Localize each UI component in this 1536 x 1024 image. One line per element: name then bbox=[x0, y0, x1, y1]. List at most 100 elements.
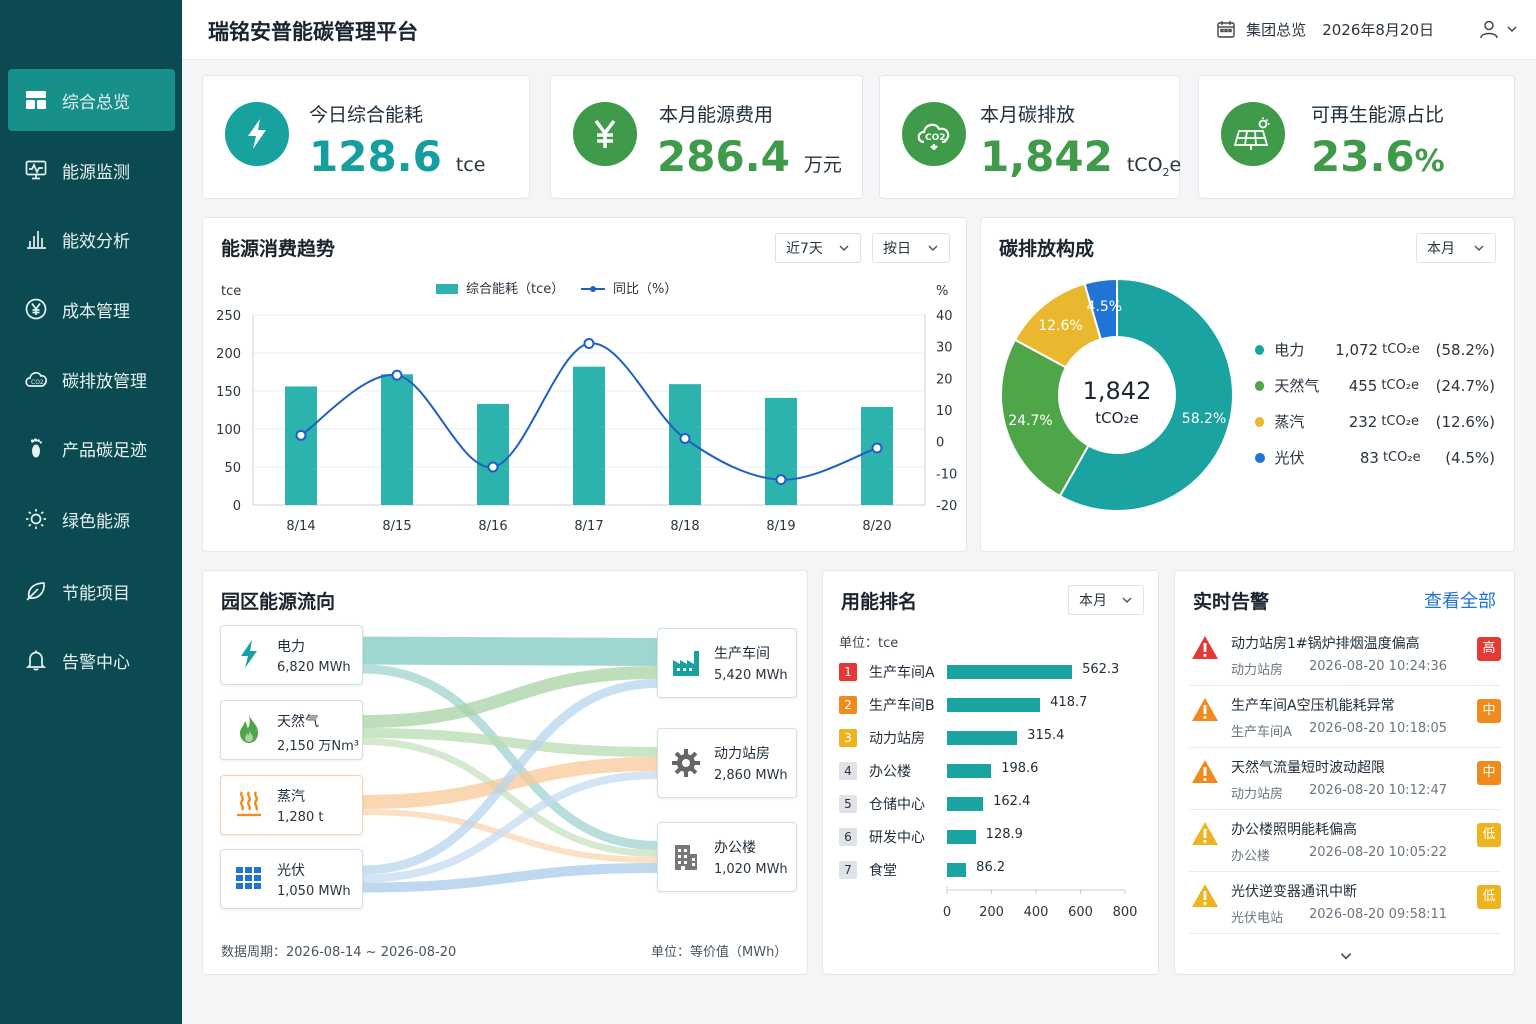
sidebar-item-label: 能源监测 bbox=[62, 162, 130, 183]
yoy-point[interactable] bbox=[295, 429, 307, 441]
flow-source-node[interactable]: 蒸汽 1,280 t bbox=[220, 775, 363, 835]
rank-bar bbox=[947, 665, 1073, 679]
sidebar-item-co2-cloud[interactable]: CO2 碳排放管理 bbox=[8, 348, 175, 410]
ranking-row[interactable]: 2 生产车间B 418.7 bbox=[839, 694, 1139, 716]
rank-value: 128.9 bbox=[985, 827, 1023, 842]
alert-time: 2026-08-20 10:24:36 bbox=[1309, 659, 1448, 674]
alert-item[interactable]: 天然气流量短时波动超限 动力站房 2026-08-20 10:12:47 中 bbox=[1189, 749, 1501, 810]
yoy-point[interactable] bbox=[775, 474, 787, 486]
period-select[interactable]: 本月 bbox=[1416, 233, 1496, 263]
flow-source-node[interactable]: 光伏 1,050 MWh bbox=[220, 849, 363, 909]
sidebar-item-sun[interactable]: 绿色能源 bbox=[8, 488, 175, 550]
legend-name: 蒸汽 bbox=[1274, 413, 1305, 431]
expand-chevron-icon[interactable] bbox=[1339, 949, 1353, 963]
yoy-point[interactable] bbox=[871, 442, 883, 454]
alert-item[interactable]: 光伏逆变器通讯中断 光伏电站 2026-08-20 09:58:11 低 bbox=[1189, 873, 1501, 934]
yoy-point[interactable] bbox=[679, 433, 691, 444]
ranking-row[interactable]: 1 生产车间A 562.3 bbox=[839, 661, 1139, 683]
calendar-icon[interactable] bbox=[1216, 19, 1236, 39]
yoy-point[interactable] bbox=[391, 369, 403, 381]
ranking-row[interactable]: 5 仓储中心 162.4 bbox=[839, 793, 1139, 815]
sidebar-item-label: 绿色能源 bbox=[62, 511, 130, 532]
trend-bar[interactable] bbox=[285, 386, 317, 505]
sidebar-item-bar-chart[interactable]: 能效分析 bbox=[8, 208, 175, 270]
leaf-icon bbox=[24, 579, 48, 603]
yoy-point[interactable] bbox=[583, 338, 595, 349]
ranking-row[interactable]: 6 研发中心 128.9 bbox=[839, 826, 1139, 848]
alert-item[interactable]: 生产车间A空压机能耗异常 生产车间A 2026-08-20 10:18:05 中 bbox=[1189, 687, 1501, 748]
flow-target-node[interactable]: 办公楼 1,020 MWh bbox=[657, 822, 797, 892]
y-tick-right: 40 bbox=[936, 309, 953, 324]
sidebar-item-label: 成本管理 bbox=[62, 301, 130, 322]
trend-bar[interactable] bbox=[381, 374, 413, 505]
trend-bar[interactable] bbox=[573, 366, 605, 505]
view-all-link[interactable]: 查看全部 bbox=[1424, 591, 1496, 612]
donut-slice[interactable] bbox=[1000, 338, 1090, 498]
kpi-value: 1,842 tCO2e bbox=[980, 132, 1182, 181]
legend-value: 1,072 bbox=[1335, 340, 1379, 359]
ranking-row[interactable]: 4 办公楼 198.6 bbox=[839, 760, 1139, 782]
alert-source: 动力站房 bbox=[1231, 663, 1284, 678]
chevron-down-icon bbox=[839, 245, 849, 252]
rank-badge: 5 bbox=[839, 795, 857, 813]
yoy-point[interactable] bbox=[487, 461, 499, 473]
warning-icon bbox=[1191, 821, 1219, 851]
alert-item[interactable]: 动力站房1#锅炉排烟温度偏高 动力站房 2026-08-20 10:24:36 高 bbox=[1189, 625, 1501, 686]
donut-slice[interactable] bbox=[1058, 277, 1234, 512]
ranking-row[interactable]: 3 动力站房 315.4 bbox=[839, 727, 1139, 749]
trend-bar[interactable] bbox=[477, 403, 509, 505]
ranking-row[interactable]: 7 食堂 86.2 bbox=[839, 859, 1139, 881]
x-tick-label: 8/17 bbox=[574, 519, 603, 534]
rank-badge: 6 bbox=[839, 828, 857, 846]
flow-link bbox=[362, 728, 658, 757]
flow-node-name: 生产车间 bbox=[714, 646, 770, 662]
flow-source-node[interactable]: 天然气 2,150 万Nm³ bbox=[220, 700, 363, 760]
flow-node-value: 2,150 万Nm³ bbox=[277, 739, 359, 754]
rank-bar bbox=[947, 764, 992, 778]
sidebar-item-dashboard[interactable]: 综合总览 bbox=[8, 69, 175, 131]
legend-value: 455 bbox=[1348, 376, 1378, 395]
flow-link bbox=[362, 863, 658, 893]
legend-name: 天然气 bbox=[1274, 377, 1320, 395]
granularity-select[interactable]: 按日 bbox=[872, 233, 950, 263]
sidebar-item-footprint[interactable]: 产品碳足迹 bbox=[8, 417, 175, 479]
user-icon[interactable] bbox=[1478, 18, 1500, 40]
flow-target-node[interactable]: 生产车间 5,420 MWh bbox=[657, 628, 797, 698]
legend-unit: tCO₂e bbox=[1382, 450, 1421, 465]
alert-title: 光伏逆变器通讯中断 bbox=[1231, 884, 1357, 900]
donut-slice[interactable] bbox=[1083, 277, 1118, 341]
kpi-value: 23.6% bbox=[1311, 132, 1445, 181]
rank-value: 86.2 bbox=[976, 860, 1006, 875]
kpi-card-renewable: 可再生能源占比 23.6% bbox=[1198, 75, 1515, 199]
bell-icon bbox=[24, 648, 48, 672]
period-select[interactable]: 本月 bbox=[1068, 585, 1144, 615]
range-select[interactable]: 近7天 bbox=[775, 233, 861, 263]
sidebar-item-label: 告警中心 bbox=[62, 652, 130, 673]
trend-bar[interactable] bbox=[669, 384, 701, 505]
alert-item[interactable]: 办公楼照明能耗偏高 办公楼 2026-08-20 10:05:22 低 bbox=[1189, 811, 1501, 872]
slice-label: 24.7% bbox=[1008, 413, 1052, 429]
sidebar-item-monitor[interactable]: 能源监测 bbox=[8, 139, 175, 201]
x-tick-label: 8/18 bbox=[670, 519, 699, 534]
rank-bar bbox=[947, 698, 1041, 712]
sidebar-item-bell[interactable]: 告警中心 bbox=[8, 629, 175, 691]
yen-icon bbox=[573, 102, 637, 166]
current-date: 2026年8月20日 bbox=[1322, 20, 1434, 39]
sidebar-item-leaf[interactable]: 节能项目 bbox=[8, 560, 175, 622]
chevron-down-icon[interactable] bbox=[1506, 23, 1518, 35]
trend-bar[interactable] bbox=[765, 397, 797, 505]
flow-source-node[interactable]: 电力 6,820 MWh bbox=[220, 625, 363, 685]
sidebar-item-yen[interactable]: 成本管理 bbox=[8, 278, 175, 340]
rank-bar bbox=[947, 863, 967, 877]
solar-panel-icon bbox=[233, 862, 265, 894]
trend-bar[interactable] bbox=[861, 406, 893, 505]
chevron-down-icon bbox=[1474, 245, 1484, 252]
y-tick-left: 100 bbox=[216, 423, 241, 438]
energy-flow-sankey bbox=[362, 636, 658, 893]
scope-selector[interactable]: 集团总览 bbox=[1246, 20, 1307, 39]
flow-target-node[interactable]: 动力站房 2,860 MWh bbox=[657, 728, 797, 798]
trend-chart: 0 50 100 150 200 250 -20 -10 0 10 20 30 40 tce % 8/14 8/… bbox=[216, 282, 957, 534]
y-tick-left: 0 bbox=[233, 499, 241, 514]
alert-time: 2026-08-20 10:05:22 bbox=[1309, 845, 1448, 860]
dashboard-icon bbox=[24, 88, 48, 112]
